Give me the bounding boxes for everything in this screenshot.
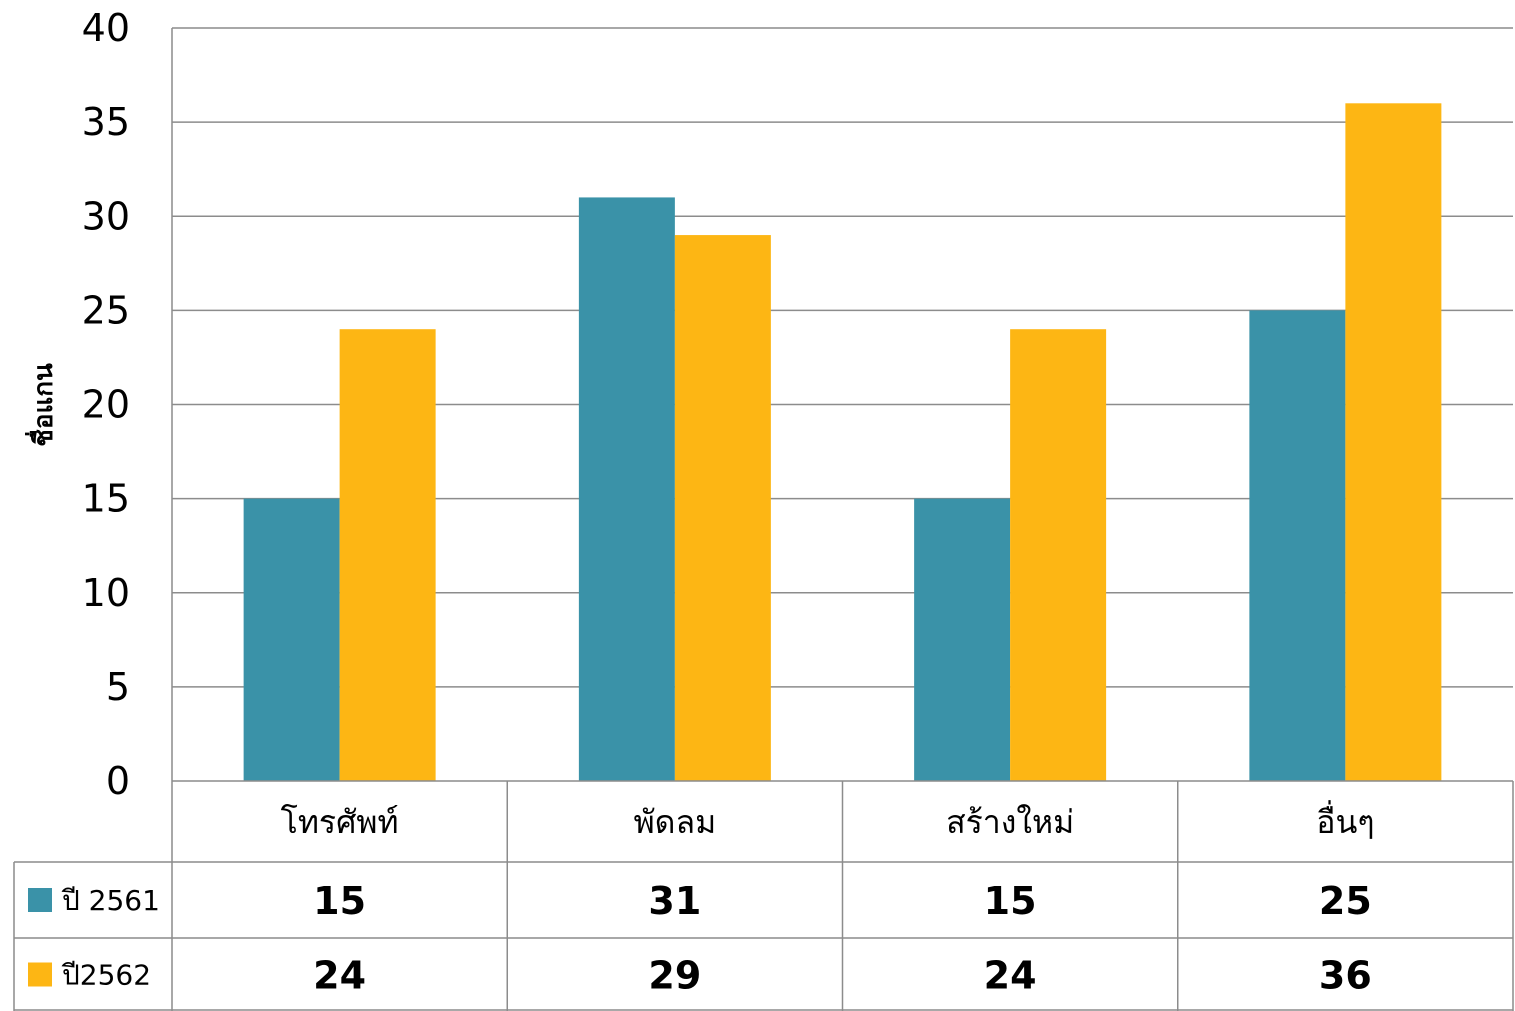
y-tick-label: 0: [106, 759, 130, 803]
x-category-label: สร้างใหม่: [946, 803, 1074, 841]
data-table-value: 15: [984, 879, 1037, 923]
data-table-value: 25: [1319, 879, 1372, 923]
x-category-label: อื่นๆ: [1316, 800, 1374, 841]
legend-swatch: [28, 962, 52, 987]
bar: [914, 498, 1011, 781]
data-table: โทรศัพท์ พัดลม สร้างใหม่ อื่นๆปี 2561 15 31 15…: [13, 780, 1514, 1011]
legend-label: ปี2562: [61, 959, 151, 992]
bar: [1345, 103, 1442, 782]
bar: [1249, 310, 1346, 781]
y-tick-label: 30: [82, 194, 130, 238]
data-table-value: 36: [1319, 954, 1372, 998]
y-tick-label: 20: [82, 383, 130, 427]
legend-label: ปี 2561: [61, 884, 160, 917]
data-table-value: 29: [648, 954, 701, 998]
y-tick-label: 10: [82, 571, 130, 615]
y-axis-ticks: 0 5 10 15 20 25 30 35 40: [82, 6, 130, 803]
y-tick-label: 15: [82, 477, 130, 521]
data-table-value: 15: [313, 879, 366, 923]
x-category-label: โทรศัพท์: [281, 803, 399, 841]
data-table-value: 24: [313, 954, 366, 998]
bar: [674, 235, 771, 781]
y-tick-label: 35: [82, 100, 130, 144]
bar: [578, 197, 675, 782]
y-axis-title: ชื่อแกน: [24, 363, 59, 447]
x-category-label: พัดลม: [634, 803, 717, 841]
y-tick-label: 5: [106, 665, 130, 709]
data-table-value: 24: [984, 954, 1037, 998]
bar: [339, 329, 436, 781]
data-table-value: 31: [648, 879, 701, 923]
y-tick-label: 25: [82, 288, 130, 332]
bar: [243, 498, 340, 781]
bars: [243, 103, 1442, 782]
legend-swatch: [28, 888, 52, 912]
bar: [1010, 329, 1107, 781]
y-tick-label: 40: [82, 6, 130, 50]
